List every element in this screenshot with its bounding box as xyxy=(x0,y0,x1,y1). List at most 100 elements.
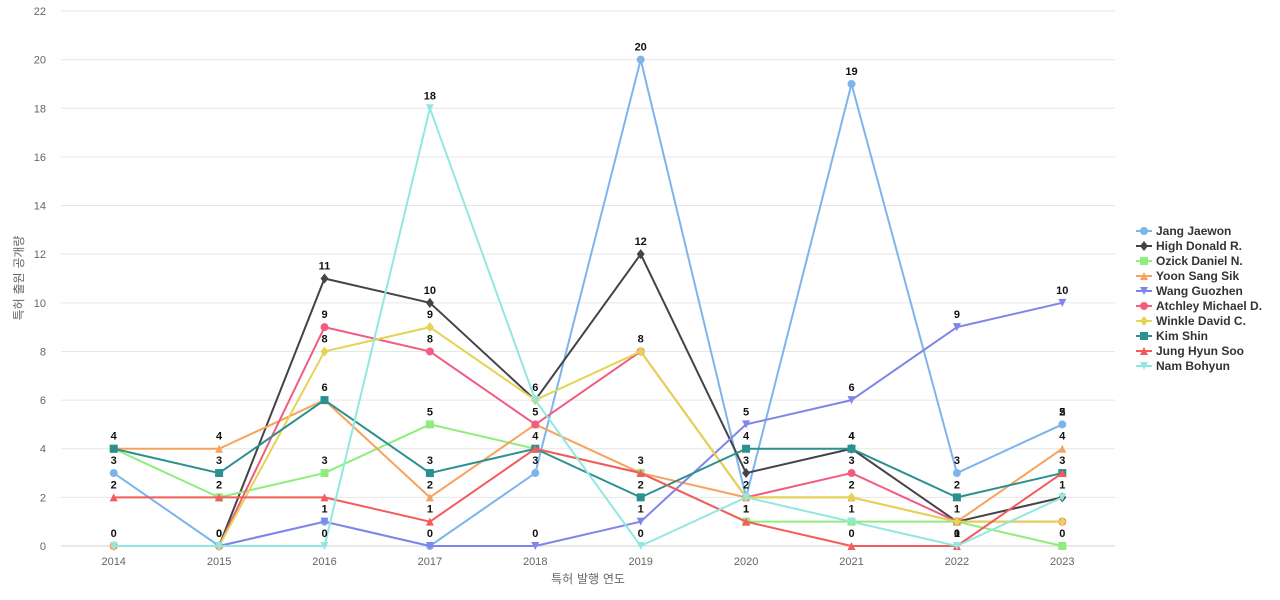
data-point[interactable] xyxy=(531,542,540,550)
data-point[interactable] xyxy=(952,493,961,502)
data-point[interactable] xyxy=(1058,542,1067,550)
legend-item[interactable]: Jung Hyun Soo xyxy=(1136,344,1244,358)
data-point[interactable] xyxy=(636,55,645,64)
data-label: 9 xyxy=(321,309,327,321)
legend-marker[interactable] xyxy=(1140,257,1148,265)
data-point[interactable] xyxy=(109,444,118,453)
data-point[interactable] xyxy=(742,420,751,429)
data-point[interactable] xyxy=(531,444,540,453)
legend-item[interactable]: Winkle David C. xyxy=(1136,314,1246,328)
legend-item[interactable]: Ozick Daniel N. xyxy=(1136,254,1243,268)
legend-item[interactable]: High Donald R. xyxy=(1136,239,1242,253)
legend-item[interactable]: Nam Bohyun xyxy=(1136,359,1230,373)
data-point[interactable] xyxy=(952,542,961,550)
data-point[interactable] xyxy=(531,396,540,405)
legend-marker[interactable] xyxy=(1140,347,1148,355)
legend-marker[interactable] xyxy=(1140,332,1148,340)
data-point[interactable] xyxy=(425,104,434,113)
data-point[interactable] xyxy=(847,396,856,405)
data-label: 5 xyxy=(1059,406,1065,418)
legend-item[interactable]: Kim Shin xyxy=(1136,329,1208,343)
series-line[interactable] xyxy=(113,301,1063,547)
series-9 xyxy=(109,104,1067,550)
data-point[interactable] xyxy=(742,444,751,453)
data-point[interactable] xyxy=(320,493,329,502)
data-label: 18 xyxy=(424,90,436,102)
data-point[interactable] xyxy=(425,493,434,502)
series-line[interactable] xyxy=(113,107,1063,547)
x-tick-label: 2019 xyxy=(628,556,652,568)
data-point[interactable] xyxy=(531,420,540,429)
legend-item[interactable]: Wang Guozhen xyxy=(1136,284,1243,298)
data-point[interactable] xyxy=(742,468,751,479)
data-point[interactable] xyxy=(425,347,434,356)
series-line[interactable] xyxy=(113,253,1063,547)
legend-item[interactable]: Yoon Sang Sik xyxy=(1136,269,1239,283)
data-point[interactable] xyxy=(636,493,645,502)
data-point[interactable] xyxy=(320,542,329,550)
data-point[interactable] xyxy=(215,493,224,502)
series-line[interactable] xyxy=(113,447,1063,547)
data-point[interactable] xyxy=(847,492,856,503)
data-point[interactable] xyxy=(636,469,645,478)
data-label: 1 xyxy=(427,504,433,516)
data-point[interactable] xyxy=(425,517,434,526)
legend-label: Winkle David C. xyxy=(1156,314,1246,328)
data-point[interactable] xyxy=(742,493,751,502)
data-point[interactable] xyxy=(320,517,329,526)
data-point[interactable] xyxy=(1058,444,1067,453)
series-line[interactable] xyxy=(113,423,1063,547)
legend-marker[interactable] xyxy=(1140,241,1148,251)
data-point[interactable] xyxy=(425,297,434,308)
legend-item[interactable]: Jang Jaewon xyxy=(1136,224,1231,238)
data-point[interactable] xyxy=(847,79,856,88)
data-point[interactable] xyxy=(215,444,224,453)
data-point[interactable] xyxy=(320,273,329,284)
data-point[interactable] xyxy=(636,542,645,550)
data-point[interactable] xyxy=(425,322,434,333)
data-point[interactable] xyxy=(952,323,961,332)
data-point[interactable] xyxy=(1058,420,1067,429)
legend-item[interactable]: Atchley Michael D. xyxy=(1136,299,1262,313)
data-point[interactable] xyxy=(320,396,329,405)
data-label: 2 xyxy=(954,479,960,491)
data-point[interactable] xyxy=(320,469,329,478)
legend-marker[interactable] xyxy=(1140,302,1148,310)
data-point[interactable] xyxy=(109,542,118,550)
data-point[interactable] xyxy=(636,517,645,526)
data-point[interactable] xyxy=(425,469,434,478)
data-point[interactable] xyxy=(215,542,224,550)
data-point[interactable] xyxy=(847,542,856,550)
data-point[interactable] xyxy=(952,516,961,527)
data-point[interactable] xyxy=(847,469,856,478)
legend-marker[interactable] xyxy=(1140,316,1148,326)
data-point[interactable] xyxy=(425,420,434,429)
data-point[interactable] xyxy=(531,469,540,478)
data-point[interactable] xyxy=(425,542,434,550)
data-point[interactable] xyxy=(636,346,645,357)
legend-label: Jung Hyun Soo xyxy=(1156,344,1244,358)
x-tick-label: 2015 xyxy=(207,556,231,568)
data-point[interactable] xyxy=(742,517,751,526)
y-tick-label: 6 xyxy=(40,395,46,407)
data-point[interactable] xyxy=(215,469,224,478)
data-point[interactable] xyxy=(109,469,118,478)
data-point[interactable] xyxy=(1058,298,1067,307)
data-point[interactable] xyxy=(847,444,856,453)
data-point[interactable] xyxy=(1058,493,1067,502)
legend-marker[interactable] xyxy=(1140,287,1148,295)
data-point[interactable] xyxy=(320,323,329,332)
legend-marker[interactable] xyxy=(1140,227,1148,235)
data-point[interactable] xyxy=(952,469,961,478)
series-line[interactable] xyxy=(113,326,1063,547)
data-point[interactable] xyxy=(636,249,645,260)
data-point[interactable] xyxy=(1058,469,1067,478)
data-point[interactable] xyxy=(320,346,329,357)
legend-marker[interactable] xyxy=(1140,362,1148,370)
data-point[interactable] xyxy=(1058,516,1067,527)
data-point[interactable] xyxy=(109,493,118,502)
data-point[interactable] xyxy=(847,517,856,526)
legend-marker[interactable] xyxy=(1140,272,1148,280)
